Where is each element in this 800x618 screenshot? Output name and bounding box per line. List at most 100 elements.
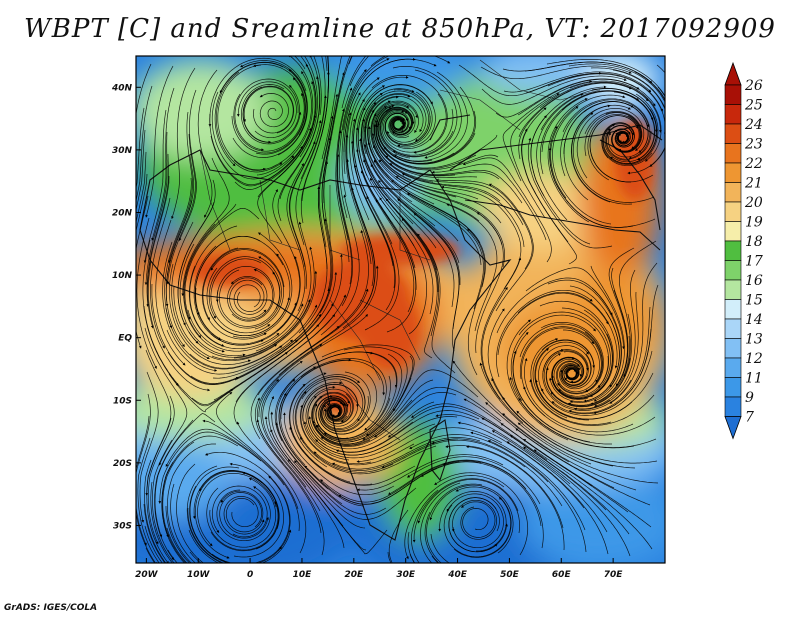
streamline: [553, 355, 609, 397]
streamline: [155, 219, 186, 366]
streamline: [318, 115, 334, 269]
streamline: [378, 179, 455, 308]
colorbar-swatch: [724, 84, 742, 105]
streamline: [231, 77, 306, 154]
streamline: [381, 439, 526, 469]
streamline: [480, 257, 522, 400]
streamline: [197, 473, 277, 547]
streamline: [518, 311, 609, 389]
streamline: [576, 108, 645, 179]
streamline: [211, 270, 318, 361]
streamline: [307, 395, 414, 453]
streamline: [360, 170, 415, 313]
streamline: [431, 555, 439, 563]
streamline: [187, 507, 292, 563]
streamline: [320, 194, 360, 336]
streamline: [341, 58, 390, 197]
streamline: [512, 350, 612, 445]
streamline: [189, 304, 318, 369]
streamline: [219, 61, 308, 136]
streamline: [385, 155, 523, 204]
streamline: [257, 288, 369, 396]
streamline: [176, 463, 204, 563]
streamline: [373, 123, 500, 180]
streamline: [194, 235, 284, 316]
streamline: [574, 291, 639, 411]
streamline: [420, 482, 461, 563]
streamline: [144, 459, 167, 563]
x-tick-label: 0: [247, 570, 253, 580]
streamline: [612, 69, 665, 175]
streamline: [364, 125, 459, 242]
streamline: [301, 378, 364, 429]
streamline: [183, 223, 225, 353]
streamline: [506, 319, 569, 441]
streamline: [341, 56, 367, 109]
streamline: [323, 351, 398, 441]
streamline: [413, 213, 460, 352]
streamline: [426, 483, 483, 563]
streamline: [535, 372, 654, 420]
streamline: [256, 253, 343, 374]
streamline: [188, 529, 220, 563]
streamline: [401, 173, 525, 248]
colorbar-label: 19: [745, 215, 763, 231]
streamline: [215, 71, 283, 173]
streamline: [417, 479, 520, 534]
streamline: [363, 143, 460, 264]
streamline: [319, 160, 334, 314]
streamline: [532, 339, 596, 419]
streamline: [165, 428, 285, 486]
streamline: [424, 511, 440, 563]
streamline: [385, 113, 431, 145]
streamline: [590, 67, 665, 167]
streamline: [356, 427, 503, 463]
streamline: [487, 440, 587, 553]
streamline: [187, 303, 304, 352]
streamline: [569, 80, 662, 162]
streamline: [361, 118, 437, 249]
streamline: [540, 321, 604, 395]
streamline: [234, 78, 299, 151]
streamline: [518, 397, 657, 448]
streamline: [286, 163, 306, 312]
colorbar-swatch: [724, 338, 742, 359]
streamline: [315, 395, 391, 440]
colorbar-swatch: [724, 299, 742, 320]
streamline: [166, 527, 188, 563]
streamline: [387, 459, 527, 495]
streamline: [202, 248, 285, 321]
streamline: [206, 487, 279, 551]
x-tick-label: 50E: [500, 570, 520, 580]
streamline: [171, 221, 210, 360]
streamline: [231, 276, 268, 315]
streamline: [568, 306, 651, 414]
streamline: [177, 201, 215, 344]
streamline: [210, 249, 284, 330]
colorbar-label: 22: [744, 156, 763, 172]
streamline: [202, 419, 300, 532]
streamline: [154, 413, 216, 538]
streamline: [136, 107, 145, 190]
streamline: [289, 426, 416, 486]
streamline: [380, 108, 454, 156]
streamline: [145, 65, 174, 218]
streamline: [445, 445, 564, 529]
streamline: [335, 108, 350, 263]
streamline: [319, 371, 371, 433]
streamline: [303, 421, 436, 459]
colorbar-label: 25: [744, 98, 763, 114]
streamline: [509, 435, 630, 535]
streamline: [496, 289, 593, 378]
streamline: [143, 503, 166, 563]
streamline: [335, 410, 480, 453]
streamline: [186, 465, 223, 563]
streamline: [441, 185, 522, 290]
streamline: [164, 177, 192, 329]
streamline: [339, 69, 367, 219]
streamline: [190, 313, 322, 384]
streamline: [274, 351, 374, 442]
streamline: [256, 56, 314, 176]
streamline: [567, 289, 629, 406]
streamline: [523, 386, 656, 436]
